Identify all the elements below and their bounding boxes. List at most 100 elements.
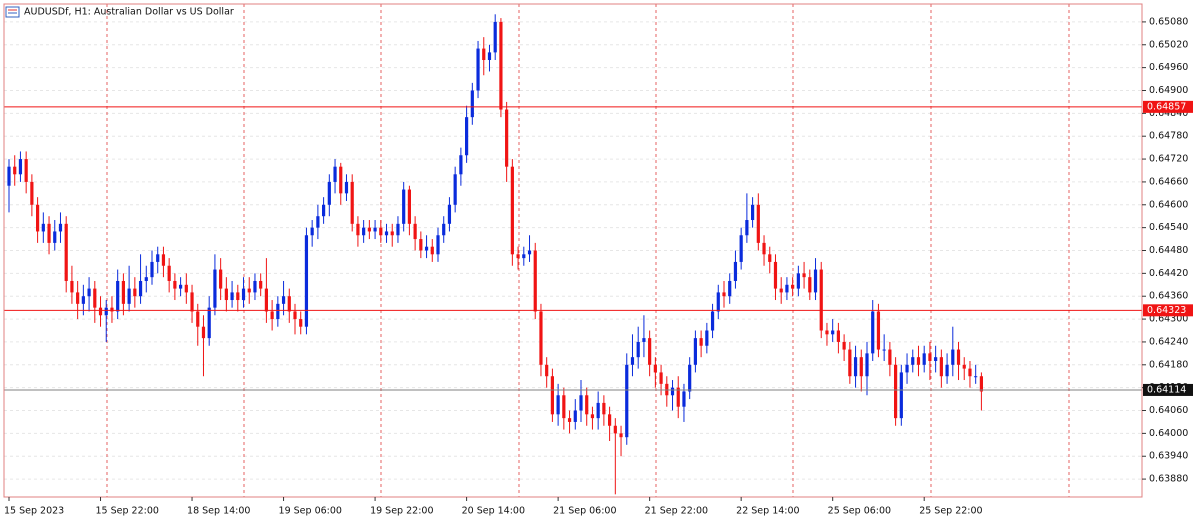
candle-body (699, 338, 703, 346)
candle-body (556, 395, 560, 415)
candle-body (41, 223, 45, 232)
candle-body (419, 239, 423, 251)
candle-body (974, 376, 978, 378)
candle-body (848, 349, 852, 377)
candle-body (716, 292, 720, 312)
candle-body (299, 319, 303, 327)
candle-body (36, 204, 40, 232)
candle-body (545, 364, 549, 377)
candle-body (733, 261, 738, 281)
y-tick-label: 0.64180 (1149, 359, 1188, 370)
candle-body (756, 204, 760, 243)
candle-body (813, 269, 818, 293)
candle-body (527, 250, 532, 255)
candle-body (894, 364, 898, 419)
y-tick-label: 0.65080 (1149, 16, 1188, 27)
candle-body (333, 166, 337, 182)
candle-body (442, 223, 446, 236)
candle-body (76, 292, 80, 304)
candle-body (436, 235, 440, 255)
candle-body (573, 410, 577, 422)
candle-body (791, 284, 795, 289)
candle-body (236, 292, 240, 301)
candle-body (476, 48, 480, 91)
candle-body (585, 395, 589, 415)
candle-body (201, 326, 206, 339)
candle-body (224, 288, 228, 301)
candle-body (550, 376, 554, 415)
candle-body (87, 288, 91, 297)
candle-body (384, 231, 389, 236)
price-tag (1143, 304, 1193, 317)
y-tick-label: 0.64660 (1149, 176, 1188, 187)
candle-body (18, 159, 23, 175)
x-tick-label: 22 Sep 14:00 (736, 506, 799, 517)
candle-body (825, 330, 829, 335)
candle-body (962, 364, 966, 369)
candle-body (424, 246, 429, 251)
candle-body (796, 273, 800, 289)
candle-body (693, 338, 697, 365)
candle-body (762, 242, 766, 255)
y-tick-label: 0.65020 (1149, 39, 1188, 50)
candle-body (93, 288, 97, 308)
y-tick-label: 0.64780 (1149, 131, 1188, 142)
candle-body (487, 52, 492, 61)
candle-body (121, 280, 125, 304)
y-tick-label: 0.64240 (1149, 336, 1188, 347)
candle-body (911, 357, 915, 365)
candle-body (430, 246, 434, 255)
candle-body (688, 364, 692, 392)
candle-body (161, 254, 166, 266)
candle-body (888, 349, 892, 365)
candle-body (842, 341, 846, 350)
candle-body (138, 280, 143, 297)
candle-body (24, 159, 28, 182)
candle-body (590, 414, 595, 419)
x-tick-label: 20 Sep 14:00 (462, 506, 525, 517)
candle-body (390, 231, 394, 236)
candle-body (636, 341, 640, 358)
candle-body (648, 338, 652, 365)
candle-body (608, 414, 612, 426)
candle-body (30, 181, 34, 205)
price-tag (1143, 383, 1193, 396)
candle-body (916, 357, 921, 365)
candle-body (579, 395, 583, 411)
candle-body (156, 254, 160, 262)
candle-body (373, 227, 377, 232)
candle-body (831, 330, 835, 335)
y-tick-label: 0.64840 (1149, 108, 1188, 119)
candle-body (899, 372, 903, 419)
candle-body (396, 223, 400, 236)
candle-body (350, 181, 354, 224)
candle-body (939, 357, 943, 377)
candle-body (968, 368, 972, 377)
candle-body (184, 284, 188, 293)
candle-body (808, 277, 812, 293)
candle-body (310, 227, 314, 236)
candle-body (779, 288, 783, 293)
candle-body (951, 349, 955, 365)
price-tag-label: 0.64114 (1147, 384, 1186, 395)
candle-body (802, 273, 806, 278)
candle-body (98, 307, 103, 316)
candle-body (304, 235, 309, 327)
x-tick-label: 19 Sep 06:00 (279, 506, 342, 517)
candle-body (722, 292, 726, 297)
candle-body (247, 288, 251, 293)
candle-body (447, 204, 452, 224)
candle-body (316, 216, 320, 228)
candle-body (127, 288, 131, 304)
candle-body (379, 227, 383, 236)
candle-body (979, 376, 983, 392)
candle-body (459, 155, 463, 175)
candle-body (516, 254, 520, 259)
candle-body (47, 223, 51, 243)
y-tick-label: 0.64000 (1149, 428, 1188, 439)
y-tick-label: 0.64300 (1149, 314, 1188, 325)
candle-body (682, 391, 686, 407)
day-separators (106, 4, 1070, 497)
candle-body (264, 288, 268, 312)
